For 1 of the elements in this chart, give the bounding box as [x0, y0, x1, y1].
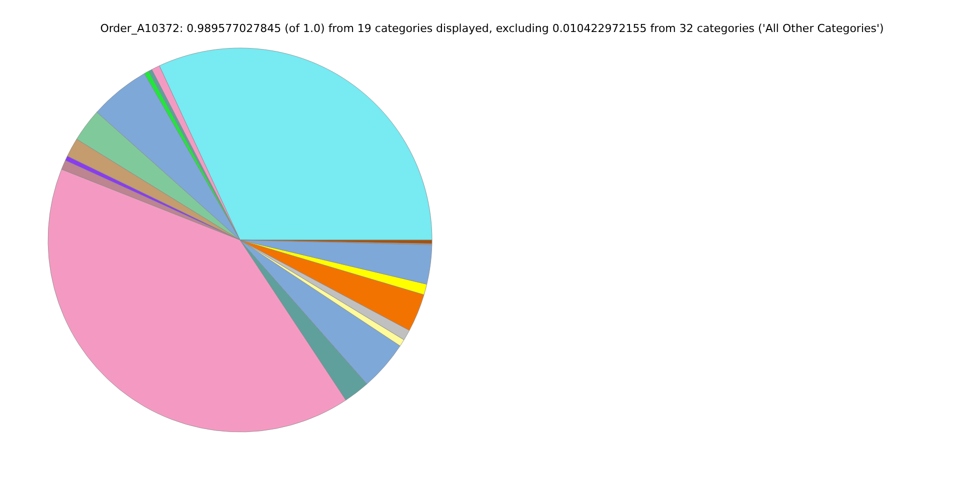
text: Order_A10372: 0.989577027845 (of 1.0) from 19 categories displayed, excluding 0.010422972155 from 32 categories ('All Other Categories')	[100, 22, 884, 35]
